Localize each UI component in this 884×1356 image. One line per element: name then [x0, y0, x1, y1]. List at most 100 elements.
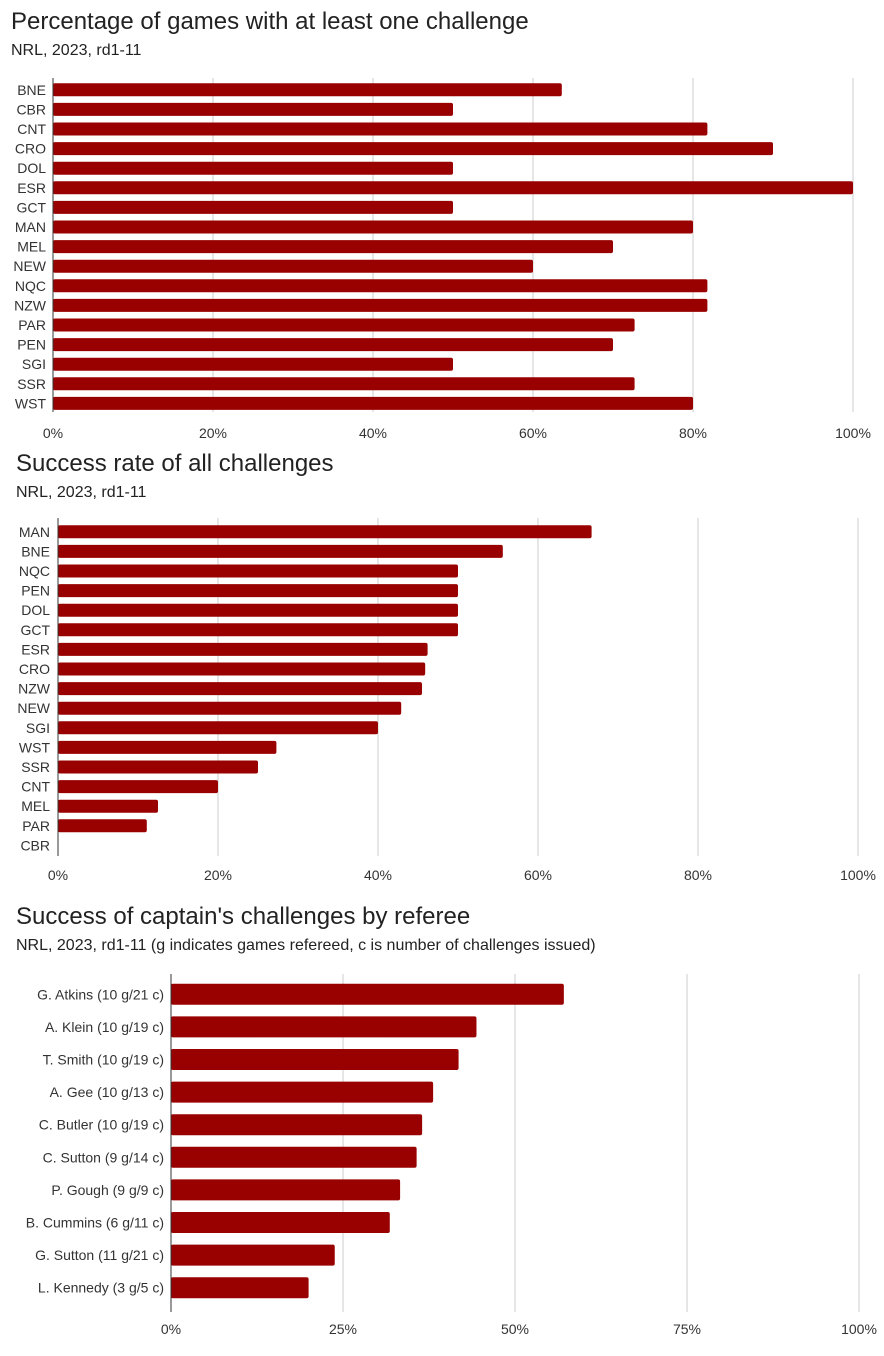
x-tick-label: 20% [199, 425, 227, 441]
bar [53, 142, 773, 156]
category-label: BNE [21, 543, 50, 559]
category-label: MAN [19, 524, 50, 540]
bar [53, 259, 533, 273]
category-label: BNE [17, 82, 46, 98]
x-tick-label: 20% [204, 867, 232, 883]
bar [58, 819, 147, 833]
category-label: SGI [26, 720, 50, 736]
bar [58, 662, 426, 676]
category-label: WST [15, 395, 47, 411]
category-label: B. Cummins (6 g/11 c) [26, 1215, 164, 1231]
category-label: NZW [18, 681, 51, 697]
bar [58, 780, 218, 794]
x-tick-label: 100% [841, 1321, 877, 1337]
bar [58, 642, 428, 656]
x-tick-label: 100% [835, 425, 871, 441]
bar [171, 983, 564, 1005]
bar [58, 525, 592, 539]
chart-subtitle: NRL, 2023, rd1-11 (g indicates games ref… [16, 937, 596, 954]
category-label: CRO [15, 141, 46, 157]
bar [58, 623, 458, 637]
bar [58, 740, 277, 754]
category-label: NEW [13, 258, 46, 274]
chart-title: Success of captain's challenges by refer… [16, 903, 471, 930]
bar [53, 122, 708, 136]
bar [53, 377, 635, 391]
bar [53, 83, 562, 97]
category-label: MEL [21, 798, 50, 814]
category-label: C. Butler (10 g/19 c) [39, 1117, 164, 1133]
x-tick-label: 0% [161, 1321, 181, 1337]
bar [53, 357, 453, 371]
bar [58, 701, 402, 715]
category-label: PAR [22, 818, 50, 834]
category-label: L. Kennedy (3 g/5 c) [38, 1280, 164, 1296]
bar [53, 396, 693, 410]
category-label: CNT [17, 121, 46, 137]
x-tick-label: 50% [501, 1321, 529, 1337]
bar [171, 1146, 417, 1168]
category-label: T. Smith (10 g/19 c) [43, 1052, 164, 1068]
bar [58, 584, 458, 598]
category-label: ESR [21, 641, 50, 657]
category-label: MEL [17, 239, 46, 255]
x-tick-label: 60% [519, 425, 547, 441]
bar [53, 279, 708, 293]
bar [171, 1277, 309, 1299]
category-label: PEN [17, 337, 46, 353]
chart-title: Percentage of games with at least one ch… [11, 8, 529, 35]
bar [58, 760, 258, 774]
bar [58, 544, 503, 558]
bar [53, 240, 613, 254]
bar [53, 200, 453, 214]
category-label: GCT [20, 622, 50, 638]
category-label: CRO [19, 661, 50, 677]
bar [171, 1244, 335, 1266]
category-label: P. Gough (9 g/9 c) [51, 1182, 164, 1198]
category-label: ESR [17, 180, 46, 196]
chart-subtitle: NRL, 2023, rd1-11 [11, 42, 142, 59]
category-label: NQC [15, 278, 46, 294]
category-label: DOL [17, 160, 46, 176]
x-tick-label: 80% [679, 425, 707, 441]
category-label: CBR [16, 101, 46, 117]
category-label: GCT [16, 199, 46, 215]
bar [53, 220, 693, 234]
category-label: NEW [17, 700, 50, 716]
category-label: SSR [21, 759, 50, 775]
x-tick-label: 40% [364, 867, 392, 883]
category-label: A. Klein (10 g/19 c) [45, 1019, 164, 1035]
bar [171, 1212, 390, 1233]
category-label: SSR [17, 376, 46, 392]
x-tick-label: 25% [329, 1321, 357, 1337]
category-label: PAR [18, 317, 46, 333]
bar [53, 318, 635, 332]
category-label: G. Atkins (10 g/21 c) [37, 986, 164, 1002]
category-label: MAN [15, 219, 46, 235]
bar [171, 1179, 401, 1201]
x-tick-label: 75% [673, 1321, 701, 1337]
x-tick-label: 0% [43, 425, 63, 441]
bar [171, 1049, 459, 1070]
category-label: NQC [19, 563, 50, 579]
chart-subtitle: NRL, 2023, rd1-11 [16, 484, 147, 501]
category-label: DOL [21, 602, 50, 618]
bar [58, 799, 158, 813]
category-label: C. Sutton (9 g/14 c) [43, 1149, 164, 1165]
category-label: CBR [20, 837, 50, 853]
x-tick-label: 0% [48, 867, 68, 883]
category-label: NZW [14, 297, 47, 313]
bar [53, 181, 853, 195]
bar [58, 603, 458, 617]
bar [171, 1114, 423, 1136]
bar [171, 1016, 477, 1038]
category-label: G. Sutton (11 g/21 c) [35, 1247, 164, 1263]
bar [53, 298, 708, 312]
bar [53, 338, 613, 352]
bar [58, 721, 378, 735]
x-tick-label: 80% [684, 867, 712, 883]
bar [58, 682, 422, 696]
